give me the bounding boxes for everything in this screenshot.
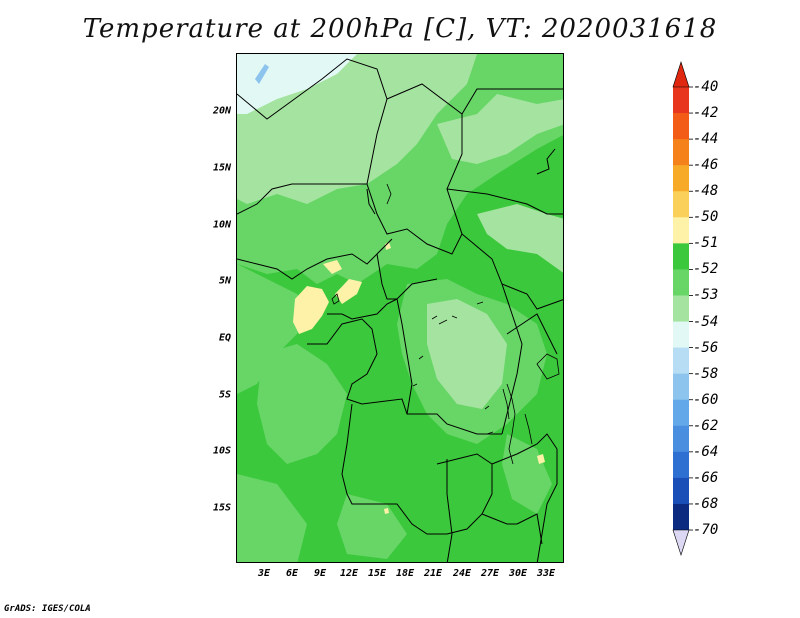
- colorbar-swatch: [673, 165, 689, 192]
- colorbar-label: -58: [693, 365, 719, 382]
- colorbar-label: -68: [693, 495, 719, 512]
- lat-label-5s: 5S: [218, 389, 231, 401]
- lat-label-10n: 10N: [212, 219, 231, 231]
- colorbar-swatch: [673, 269, 689, 296]
- chart-title: Temperature at 200hPa [C], VT: 202003161…: [82, 14, 718, 44]
- colorbar-label: -42: [693, 105, 719, 122]
- colorbar-swatch: [673, 243, 689, 270]
- colorbar-swatch: [673, 373, 689, 401]
- colorbar-swatch: [673, 347, 689, 375]
- colorbar-swatch: [673, 425, 689, 453]
- colorbar-label: -56: [693, 339, 719, 356]
- lat-label-5n: 5N: [218, 275, 231, 287]
- colorbar-bottom-arrow: [672, 529, 690, 556]
- lon-label-24e: 24E: [452, 568, 472, 579]
- colorbar-swatch: [673, 295, 689, 323]
- colorbar-label: -54: [693, 313, 719, 330]
- colorbar-label: -44: [693, 131, 719, 148]
- lon-label-12e: 12E: [339, 568, 359, 579]
- lon-label-3e: 3E: [257, 568, 271, 579]
- colorbar-swatch: [673, 191, 689, 218]
- colorbar-swatch: [673, 399, 689, 427]
- contour-minus-58: [255, 64, 269, 84]
- lat-label-15n: 15N: [212, 162, 231, 174]
- lon-label-33e: 33E: [536, 568, 556, 579]
- colorbar-label: -52: [693, 261, 719, 278]
- colorbar-label: -40: [693, 79, 719, 95]
- colorbar-label: -70: [693, 522, 719, 539]
- lon-label-21e: 21E: [423, 568, 443, 579]
- colorbar-swatch: [673, 451, 689, 479]
- colorbar-swatch: [673, 139, 689, 166]
- lat-label-eq: EQ: [218, 332, 231, 344]
- colorbar-label: -51: [693, 235, 719, 252]
- colorbar-swatch: [673, 87, 689, 114]
- lake-outlines: [331, 183, 560, 465]
- temperature-map: [237, 54, 563, 562]
- lon-label-15e: 15E: [367, 568, 387, 579]
- colorbar-label: -48: [693, 183, 719, 200]
- colorbar-swatch: [673, 477, 689, 505]
- colorbar-top-arrow: [672, 61, 690, 88]
- lon-label-9e: 9E: [313, 568, 327, 579]
- lon-label-6e: 6E: [285, 568, 299, 579]
- colorbar-swatch: [673, 503, 689, 531]
- country-borders: [237, 58, 563, 562]
- colorbar-label: -50: [693, 209, 719, 226]
- colorbar-label: -64: [693, 443, 719, 460]
- colorbar-swatch: [673, 113, 689, 140]
- colorbar-label: -62: [693, 417, 719, 434]
- colorbar-label: -53: [693, 287, 719, 304]
- colorbar-label: -60: [693, 391, 719, 408]
- lon-label-18e: 18E: [395, 568, 415, 579]
- grads-credit: GrADS: IGES/COLA: [4, 604, 91, 614]
- contour-minus-51: [293, 242, 545, 514]
- colorbar-swatches: [673, 87, 689, 531]
- colorbar-swatch: [673, 217, 689, 244]
- colorbar-swatch: [673, 321, 689, 349]
- colorbar-label: -66: [693, 469, 719, 486]
- colorbar-ticks: [689, 86, 693, 531]
- lon-label-30e: 30E: [508, 568, 528, 579]
- lat-label-15s: 15S: [212, 502, 231, 514]
- lat-label-10s: 10S: [212, 445, 231, 457]
- contour-ticks: [412, 301, 494, 435]
- lon-label-27e: 27E: [480, 568, 500, 579]
- colorbar-label: -46: [693, 157, 719, 174]
- map-panel: [236, 53, 564, 563]
- lat-label-20n: 20N: [212, 105, 231, 117]
